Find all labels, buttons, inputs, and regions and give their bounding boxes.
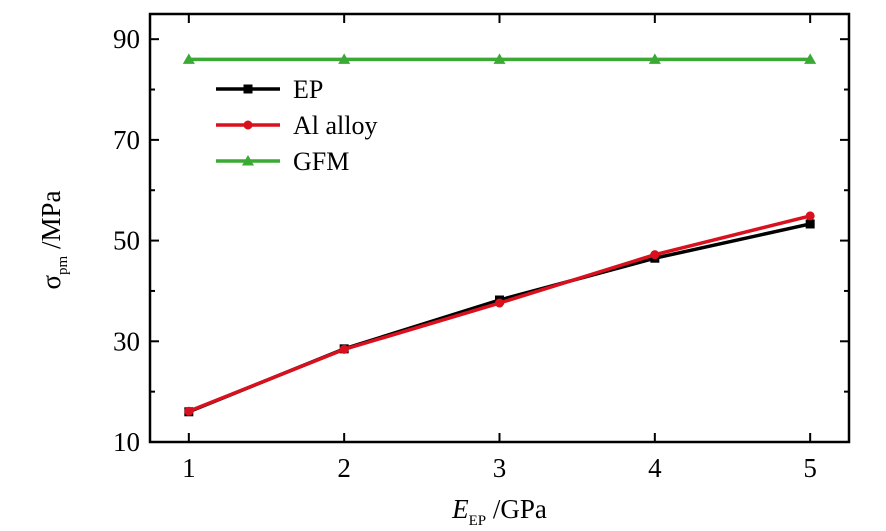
series-gfm [182,53,817,64]
y-tick-label: 50 [113,226,140,256]
data-point-gfm [648,53,661,64]
data-point-al-alloy [339,344,349,354]
y-tick-label: 30 [113,326,140,356]
legend-entry-gfm: GFM [216,147,349,176]
series-line-ep [188,222,811,414]
legend-swatch-marker [243,84,253,94]
legend-label: EP [293,75,323,104]
data-point-gfm [804,53,817,64]
y-tick-label: 90 [113,24,140,54]
series-ep [184,219,815,417]
legend-label: GFM [293,147,349,176]
data-point-al-alloy [805,211,815,221]
data-point-gfm [182,53,195,64]
x-tick-label: 1 [182,453,196,483]
plot-area [148,12,851,444]
data-point-gfm [338,53,351,64]
data-point-al-alloy [650,250,660,260]
data-point-ep [805,219,815,229]
data-point-al-alloy [184,406,194,416]
data-point-gfm [493,53,506,64]
x-tick-label: 4 [648,453,662,483]
x-tick-label: 3 [493,453,507,483]
legend: EP Al alloy GFM [216,75,378,176]
legend-entry-al-alloy: Al alloy [216,111,378,140]
x-tick-label: 2 [337,453,351,483]
x-tick-label: 5 [803,453,817,483]
data-point-al-alloy [495,298,504,308]
legend-swatch-marker [243,120,253,130]
y-tick-label: 10 [113,427,140,457]
legend-swatch-marker [242,155,254,166]
x-axis-label: EEP /GPa [451,494,547,529]
series-al-alloy [184,211,815,416]
y-axis-label: σpm /MPa [36,190,71,289]
legend-entry-ep: EP [216,75,323,104]
legend-label: Al alloy [293,111,378,140]
y-tick-label: 70 [113,125,140,155]
